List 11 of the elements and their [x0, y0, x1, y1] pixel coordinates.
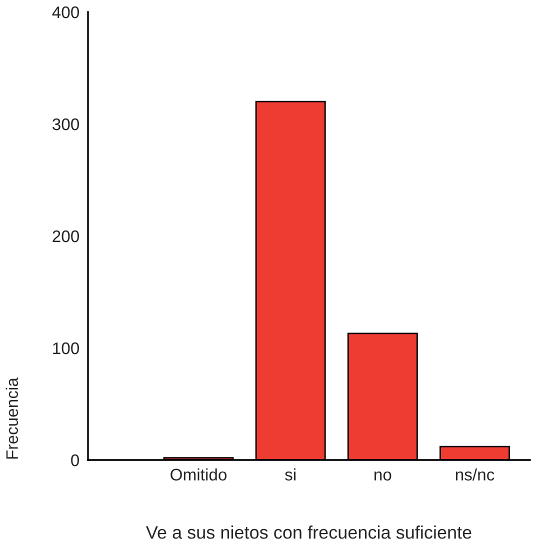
y-tick-label: 200 [52, 230, 80, 242]
y-tick-label: 0 [71, 454, 80, 466]
y-axis-title: Frecuencia [6, 378, 18, 459]
x-tick-label: si [285, 468, 296, 481]
y-tick-label: 100 [53, 342, 80, 354]
x-tick-label: ns/nc [456, 468, 494, 481]
x-tick-label: Omitido [170, 468, 227, 481]
y-tick-label: 400 [52, 6, 80, 18]
y-tick-label: 300 [52, 118, 80, 130]
x-tick-label: no [374, 471, 392, 481]
x-axis-title: Ve a sus nietos con frecuencia suficiente [146, 526, 472, 539]
